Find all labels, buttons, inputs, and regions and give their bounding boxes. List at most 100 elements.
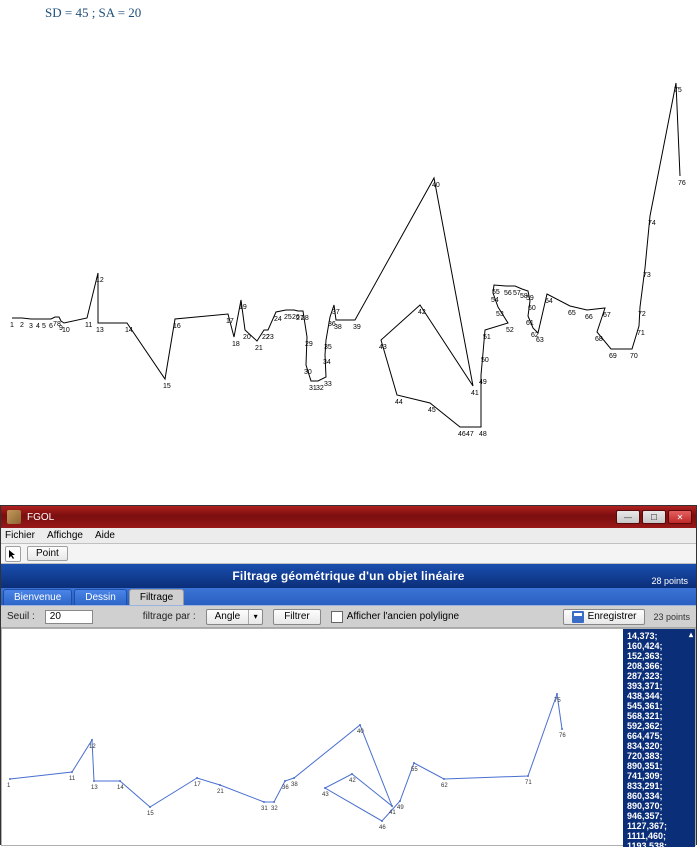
svg-text:68: 68 <box>595 336 603 343</box>
svg-text:29: 29 <box>305 341 313 348</box>
pointer-tool-icon[interactable] <box>5 546 21 562</box>
svg-text:13: 13 <box>91 785 98 791</box>
svg-text:43: 43 <box>322 792 329 798</box>
svg-text:49: 49 <box>479 379 487 386</box>
svg-text:34: 34 <box>323 359 331 366</box>
svg-text:75: 75 <box>554 698 561 704</box>
svg-text:59: 59 <box>526 295 534 302</box>
svg-text:47: 47 <box>466 431 474 438</box>
menu-help[interactable]: Aide <box>95 530 115 541</box>
tab-welcome[interactable]: Bienvenue <box>3 589 72 605</box>
svg-text:48: 48 <box>479 431 487 438</box>
tab-draw[interactable]: Dessin <box>74 589 127 605</box>
svg-text:30: 30 <box>304 369 312 376</box>
toolbar-row: Point <box>1 544 696 564</box>
filter-button[interactable]: Filtrer <box>273 609 321 625</box>
scroll-up-icon[interactable]: ▴ <box>689 630 693 640</box>
svg-text:49: 49 <box>397 805 404 811</box>
svg-text:36: 36 <box>282 785 289 791</box>
svg-text:18: 18 <box>232 341 240 348</box>
menu-file[interactable]: Fichier <box>5 530 35 541</box>
filterby-label: filtrage par : <box>143 611 196 622</box>
svg-text:38: 38 <box>291 782 298 788</box>
svg-text:17: 17 <box>226 318 234 325</box>
svg-text:15: 15 <box>163 383 171 390</box>
tab-filter[interactable]: Filtrage <box>129 589 184 605</box>
svg-text:55: 55 <box>411 767 418 773</box>
filterby-dropdown[interactable]: Angle ▾ <box>206 609 264 625</box>
svg-text:76: 76 <box>559 733 566 739</box>
svg-text:55: 55 <box>492 289 500 296</box>
filterby-value: Angle <box>207 611 249 622</box>
point-tool-button[interactable]: Point <box>27 546 68 561</box>
svg-text:3: 3 <box>29 323 33 330</box>
svg-text:32: 32 <box>271 806 278 812</box>
svg-text:13: 13 <box>96 327 104 334</box>
svg-text:2: 2 <box>20 322 24 329</box>
options-row: Seuil : filtrage par : Angle ▾ Filtrer A… <box>1 606 696 628</box>
svg-text:12: 12 <box>89 744 96 750</box>
svg-text:40: 40 <box>357 729 364 735</box>
menubar: Fichier Affichge Aide <box>1 528 696 544</box>
svg-text:56: 56 <box>504 290 512 297</box>
svg-text:46: 46 <box>379 825 386 831</box>
save-label: Enregistrer <box>588 611 637 622</box>
show-old-checkbox-wrap[interactable]: Afficher l'ancien polyligne <box>331 611 459 623</box>
svg-text:71: 71 <box>637 330 645 337</box>
points-total: 28 points <box>651 576 688 586</box>
svg-text:12: 12 <box>96 277 104 284</box>
svg-text:1: 1 <box>10 322 14 329</box>
app-window: FGOL — ☐ ✕ Fichier Affichge Aide Point F… <box>0 505 697 845</box>
svg-text:52: 52 <box>506 327 514 334</box>
svg-text:53: 53 <box>496 311 504 318</box>
titlebar: FGOL — ☐ ✕ <box>1 506 696 528</box>
svg-text:40: 40 <box>432 182 440 189</box>
svg-text:42: 42 <box>418 309 426 316</box>
close-button[interactable]: ✕ <box>668 510 692 524</box>
maximize-button[interactable]: ☐ <box>642 510 666 524</box>
svg-text:14: 14 <box>117 785 124 791</box>
svg-text:11: 11 <box>69 776 76 782</box>
coordinate-panel: ▴ 14,373;160,424;152,363;208,366;287,323… <box>623 629 695 847</box>
svg-text:74: 74 <box>648 220 656 227</box>
menu-view[interactable]: Affichge <box>47 530 83 541</box>
svg-text:14: 14 <box>125 327 133 334</box>
svg-text:39: 39 <box>353 324 361 331</box>
svg-text:16: 16 <box>173 323 181 330</box>
svg-text:73: 73 <box>643 272 651 279</box>
svg-text:20: 20 <box>243 334 251 341</box>
svg-text:17: 17 <box>194 782 201 788</box>
svg-text:32: 32 <box>316 385 324 392</box>
svg-text:65: 65 <box>568 310 576 317</box>
svg-text:54: 54 <box>491 297 499 304</box>
svg-text:15: 15 <box>147 811 154 817</box>
svg-text:63: 63 <box>536 337 544 344</box>
show-old-checkbox[interactable] <box>331 611 343 623</box>
svg-text:76: 76 <box>678 180 686 187</box>
svg-text:33: 33 <box>324 381 332 388</box>
canvas-area: 1111213141517213132363840414243464955627… <box>1 628 696 846</box>
save-button[interactable]: Enregistrer <box>563 609 646 625</box>
svg-text:41: 41 <box>389 810 396 816</box>
svg-text:44: 44 <box>395 399 403 406</box>
svg-text:35: 35 <box>324 344 332 351</box>
svg-text:21: 21 <box>217 789 224 795</box>
svg-text:10: 10 <box>62 327 70 334</box>
svg-text:62: 62 <box>441 783 448 789</box>
svg-text:21: 21 <box>255 345 263 352</box>
threshold-label: Seuil : <box>7 611 35 622</box>
svg-text:11: 11 <box>85 322 92 329</box>
svg-text:43: 43 <box>379 344 387 351</box>
svg-text:60: 60 <box>528 305 536 312</box>
blue-header: Filtrage géométrique d'un objet linéaire… <box>1 564 696 588</box>
svg-text:50: 50 <box>481 357 489 364</box>
svg-text:4: 4 <box>36 323 40 330</box>
svg-text:28: 28 <box>301 315 309 322</box>
svg-text:45: 45 <box>428 407 436 414</box>
tabs-row: Bienvenue Dessin Filtrage <box>1 588 696 606</box>
minimize-button[interactable]: — <box>616 510 640 524</box>
svg-text:71: 71 <box>525 780 532 786</box>
threshold-input[interactable] <box>45 610 93 624</box>
svg-text:70: 70 <box>630 353 638 360</box>
svg-text:5: 5 <box>42 323 46 330</box>
